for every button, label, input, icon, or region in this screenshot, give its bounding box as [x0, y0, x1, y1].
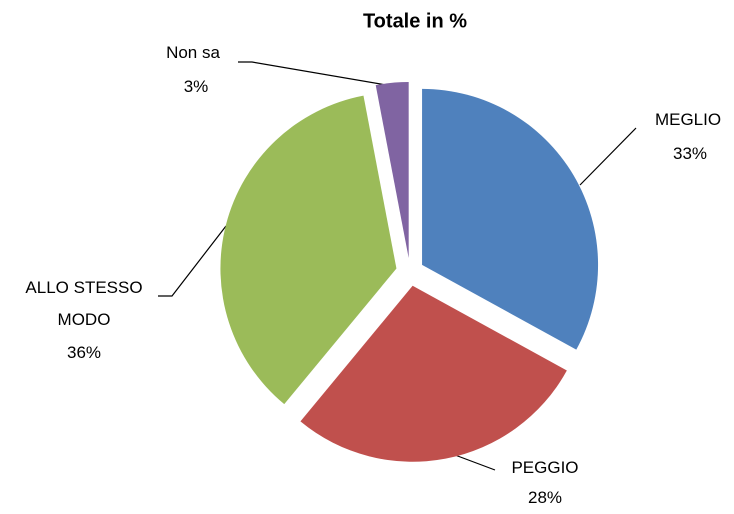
pie-slice	[422, 88, 599, 350]
slice-label: MEGLIO	[654, 110, 722, 129]
leader-line	[579, 127, 637, 186]
pie-slice	[375, 82, 409, 259]
slice-label: PEGGIO	[511, 458, 579, 477]
slice-value-label: 28%	[527, 488, 563, 507]
slice-value-label: 36%	[66, 343, 102, 362]
pie-slice	[300, 285, 567, 462]
pie-slice	[220, 95, 397, 405]
leader-line	[454, 454, 496, 471]
leader-line	[238, 61, 393, 87]
slice-label: Non sa	[166, 43, 220, 62]
slice-value-label: 33%	[672, 144, 708, 163]
slice-value-label: 3%	[183, 77, 209, 96]
leader-line	[158, 225, 227, 297]
slice-label: ALLO STESSO MODO	[25, 278, 143, 329]
chart-title: Totale in %	[363, 10, 467, 32]
